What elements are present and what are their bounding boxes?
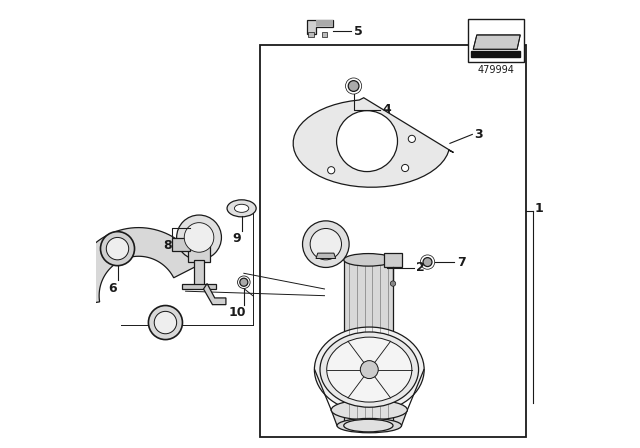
Ellipse shape — [332, 400, 407, 420]
Circle shape — [401, 164, 409, 172]
Text: 8: 8 — [163, 239, 172, 252]
Bar — [182, 284, 216, 289]
Bar — [468, 19, 524, 62]
Circle shape — [310, 228, 342, 260]
Circle shape — [148, 306, 182, 340]
Text: 2: 2 — [417, 261, 425, 275]
Bar — [344, 260, 393, 426]
Bar — [308, 32, 314, 37]
Circle shape — [328, 167, 335, 174]
Polygon shape — [70, 228, 199, 306]
Bar — [172, 238, 190, 251]
Circle shape — [423, 258, 432, 267]
Circle shape — [390, 281, 396, 286]
Circle shape — [100, 232, 134, 266]
Bar — [322, 32, 327, 37]
Circle shape — [348, 81, 359, 91]
Polygon shape — [307, 20, 333, 34]
Polygon shape — [332, 410, 407, 426]
Bar — [260, 45, 526, 437]
Text: 1: 1 — [535, 202, 544, 215]
Ellipse shape — [344, 419, 393, 432]
Circle shape — [184, 223, 214, 252]
Ellipse shape — [337, 418, 401, 433]
Circle shape — [408, 135, 415, 142]
Text: 7: 7 — [457, 255, 465, 269]
Ellipse shape — [320, 332, 419, 407]
Ellipse shape — [234, 204, 249, 212]
Bar — [384, 253, 402, 267]
Text: 9: 9 — [233, 232, 241, 246]
Circle shape — [240, 278, 248, 286]
Bar — [194, 260, 204, 287]
Text: 479994: 479994 — [477, 65, 515, 75]
Text: 10: 10 — [228, 306, 246, 319]
Circle shape — [177, 215, 221, 260]
Ellipse shape — [344, 254, 393, 266]
Text: 6: 6 — [109, 282, 117, 296]
Ellipse shape — [227, 200, 256, 217]
Polygon shape — [293, 98, 453, 187]
Circle shape — [360, 361, 378, 379]
Circle shape — [154, 311, 177, 334]
Ellipse shape — [314, 327, 424, 412]
Circle shape — [106, 237, 129, 260]
Polygon shape — [472, 51, 520, 57]
Polygon shape — [473, 35, 520, 49]
Polygon shape — [204, 284, 226, 305]
Text: 3: 3 — [475, 128, 483, 141]
Polygon shape — [316, 20, 333, 26]
Bar — [188, 237, 211, 262]
Circle shape — [337, 111, 397, 172]
Text: 4: 4 — [383, 103, 392, 116]
Ellipse shape — [326, 337, 412, 402]
Polygon shape — [316, 253, 336, 258]
Text: 5: 5 — [353, 25, 362, 38]
Circle shape — [303, 221, 349, 267]
